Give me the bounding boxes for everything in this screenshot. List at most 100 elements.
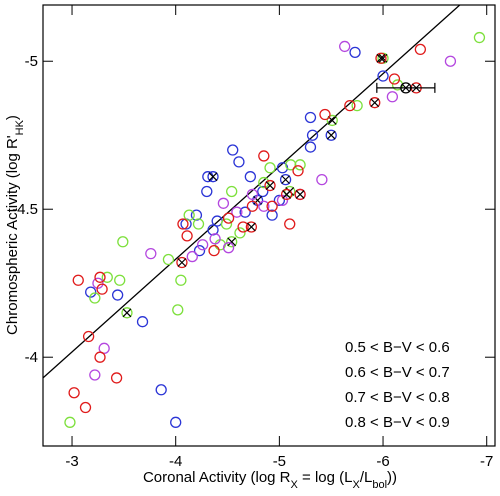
data-point — [68, 387, 80, 399]
cross — [265, 181, 275, 190]
data-point — [351, 99, 363, 112]
data-point — [386, 91, 399, 103]
data-point — [197, 239, 209, 251]
data-point — [201, 185, 213, 198]
data-point — [98, 342, 110, 354]
data-point — [388, 73, 401, 85]
y-axis-label-part: Chromospheric Activity (log R' — [4, 135, 21, 335]
error-bar — [376, 82, 436, 93]
cross — [177, 258, 187, 267]
crossed-circle — [245, 221, 258, 233]
x-tick-label: -3 — [65, 453, 78, 470]
crossed-point — [279, 173, 292, 186]
crossed-point — [226, 236, 238, 248]
data-point — [266, 209, 278, 221]
data-point — [244, 171, 256, 183]
legend-entry: 0.5 < B−V < 0.6 — [345, 339, 450, 356]
data-point — [220, 218, 233, 230]
y-tick-label: -4 — [25, 349, 38, 366]
data-point — [145, 247, 157, 260]
crossed-point — [280, 188, 293, 201]
crossed-circle — [279, 173, 292, 186]
data-point — [208, 245, 220, 257]
data-point — [237, 221, 249, 233]
crossed-circle — [369, 97, 381, 109]
crossed-circle — [207, 171, 219, 183]
data-point — [172, 304, 184, 316]
legend-entry: 0.8 < B−V < 0.9 — [345, 414, 450, 431]
cross — [246, 222, 256, 232]
data-point — [257, 185, 269, 198]
cross — [376, 53, 386, 63]
crossed-point — [245, 221, 258, 233]
data-point — [193, 245, 206, 257]
data-point — [316, 173, 328, 186]
data-point — [64, 416, 76, 428]
data-point — [183, 209, 195, 221]
cross — [295, 189, 305, 199]
data-point — [349, 46, 361, 59]
data-point — [217, 197, 230, 209]
y-tick-label: -5 — [25, 53, 38, 70]
data-point — [177, 218, 189, 230]
plot-frame — [42, 4, 496, 447]
y-tick-label: -4.5 — [12, 201, 38, 218]
data-point — [306, 129, 319, 141]
data-point — [209, 233, 221, 245]
data-point — [82, 330, 95, 343]
data-point — [92, 277, 104, 289]
data-point — [114, 274, 126, 286]
crossed-circle — [280, 188, 293, 201]
legend-entry: 0.7 < B−V < 0.8 — [345, 389, 450, 406]
x-tick-label: -4 — [169, 453, 182, 470]
data-point — [246, 200, 259, 212]
data-point — [227, 144, 239, 156]
x-tick-label: -7 — [480, 453, 493, 470]
data-point — [170, 416, 182, 428]
data-point — [473, 31, 486, 44]
data-point — [285, 159, 297, 171]
crossed-circle — [264, 179, 276, 192]
crossed-point — [176, 256, 188, 269]
cross — [370, 98, 380, 108]
data-point — [110, 372, 123, 384]
x-axis-label: Coronal Activity (log RX = log (LX/Lbol)… — [143, 469, 397, 491]
x-axis-label-part: /L — [360, 469, 373, 486]
legend-entry: 0.6 < B−V < 0.7 — [345, 364, 450, 381]
crossed-point — [251, 194, 264, 206]
crossed-circle — [375, 52, 387, 64]
data-point — [226, 185, 238, 198]
crossed-point — [325, 129, 337, 141]
y-axis-label: Chromospheric Activity (log R'HK) — [4, 115, 26, 335]
crossed-circle — [176, 256, 188, 269]
data-point — [284, 218, 296, 230]
fit-line — [43, 5, 461, 379]
data-point — [94, 271, 106, 283]
data-point — [231, 206, 243, 218]
data-point — [344, 99, 356, 112]
crossed-circle — [326, 114, 338, 127]
data-point — [258, 200, 270, 212]
data-point — [304, 111, 317, 124]
x-axis-label-part: bol — [372, 479, 387, 491]
y-axis-label-part: HK — [14, 119, 26, 135]
x-tick-label: -6 — [376, 453, 389, 470]
crossed-point — [369, 97, 381, 109]
data-point — [339, 40, 351, 53]
data-point — [136, 316, 149, 328]
data-point — [111, 289, 124, 301]
x-axis-label-part: = log (L — [298, 469, 353, 486]
data-point — [233, 156, 245, 168]
data-point — [266, 200, 278, 212]
crossed-point — [294, 188, 306, 201]
crossed-point — [121, 307, 133, 319]
crossed-circle — [284, 185, 296, 198]
data-point — [155, 384, 167, 396]
crossed-circle — [121, 307, 133, 319]
crossed-circle — [325, 129, 337, 141]
data-point — [258, 176, 270, 189]
crossed-point — [375, 52, 387, 64]
x-axis-label-part: X — [291, 479, 299, 491]
